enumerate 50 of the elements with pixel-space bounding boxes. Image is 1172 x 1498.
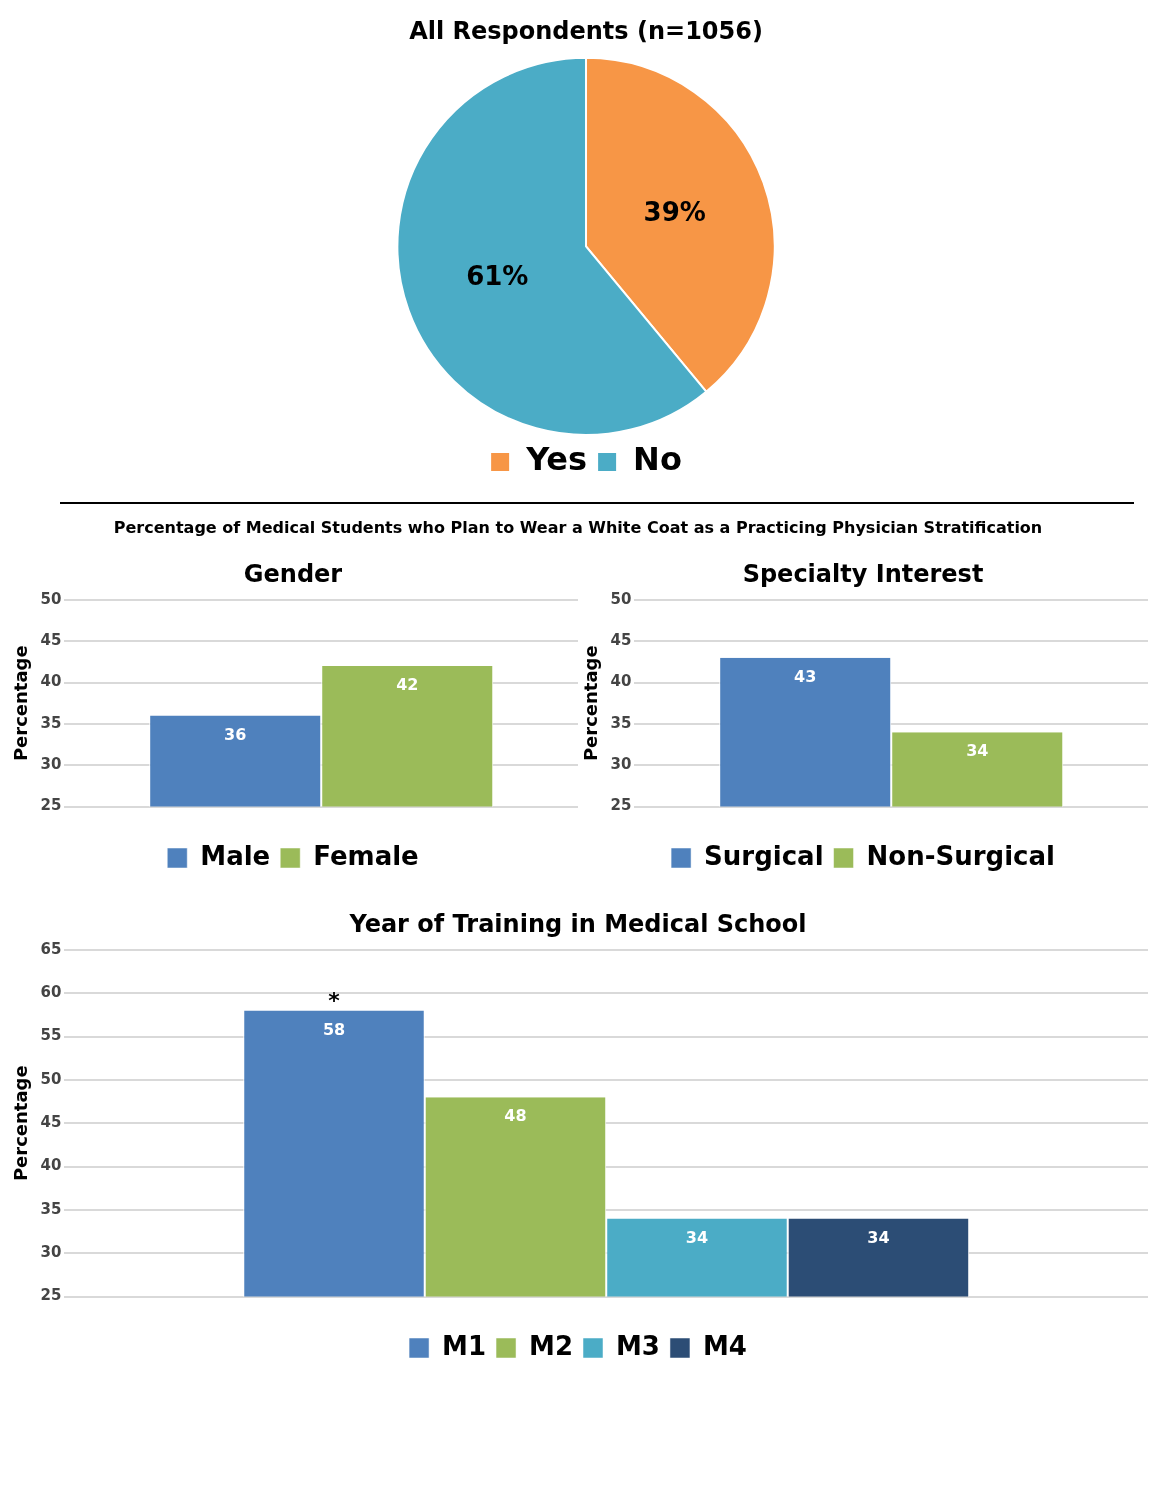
y-tick-label: 35 bbox=[610, 713, 632, 732]
legend-label: No bbox=[633, 440, 682, 479]
data-label: 39% bbox=[643, 197, 706, 228]
y-tick-label: 40 bbox=[610, 672, 632, 691]
y-axis-title: Percentage bbox=[10, 645, 32, 762]
chart-title: Gender bbox=[243, 559, 343, 588]
chart-title: All Respondents (n=1056) bbox=[409, 16, 763, 45]
y-tick-label: 45 bbox=[610, 631, 632, 650]
legend-label: M2 bbox=[529, 1330, 573, 1361]
y-tick-label: 50 bbox=[610, 589, 632, 608]
y-tick-label: 25 bbox=[610, 796, 632, 815]
y-tick-label: 30 bbox=[610, 755, 632, 774]
legend-label: Yes bbox=[525, 440, 588, 479]
y-tick-label: 60 bbox=[40, 983, 62, 1002]
legend-label: Surgical bbox=[704, 840, 824, 871]
y-axis-title: Percentage bbox=[580, 645, 602, 762]
y-tick-label: 30 bbox=[40, 755, 62, 774]
y-tick-label: 50 bbox=[40, 589, 62, 608]
legend-label: Male bbox=[200, 840, 271, 871]
legend-label: M4 bbox=[702, 1330, 747, 1361]
y-tick-label: 55 bbox=[40, 1026, 62, 1045]
data-label: 43 bbox=[794, 666, 817, 686]
chart-title: Year of Training in Medical School bbox=[348, 909, 807, 938]
y-tick-label: 35 bbox=[40, 713, 62, 732]
chart-title: Specialty Interest bbox=[742, 559, 984, 588]
chart-subtitle: Percentage of Medical Students who Plan to Wear a White Coat as a Practicing Physician Stratification bbox=[112, 518, 1044, 537]
y-tick-label: 25 bbox=[40, 1286, 62, 1305]
y-tick-label: 25 bbox=[40, 796, 62, 815]
legend-label: Female bbox=[313, 840, 419, 871]
y-tick-label: 45 bbox=[40, 631, 62, 650]
annotation: * bbox=[328, 988, 341, 1014]
legend-label: M1 bbox=[442, 1330, 487, 1361]
y-tick-label: 35 bbox=[40, 1199, 62, 1218]
y-tick-label: 30 bbox=[40, 1243, 62, 1262]
data-label: 42 bbox=[396, 675, 419, 695]
y-tick-label: 40 bbox=[40, 672, 62, 691]
legend-label: M3 bbox=[616, 1330, 660, 1361]
data-label: 34 bbox=[685, 1227, 709, 1247]
y-tick-label: 40 bbox=[40, 1156, 62, 1175]
y-tick-label: 65 bbox=[40, 939, 62, 958]
y-tick-label: 45 bbox=[40, 1113, 62, 1132]
data-label: 36 bbox=[224, 724, 247, 744]
y-tick-label: 50 bbox=[40, 1069, 62, 1088]
data-label: 58 bbox=[322, 1019, 346, 1039]
legend-label: Non-Surgical bbox=[866, 840, 1055, 871]
data-label: 34 bbox=[867, 1227, 890, 1247]
data-label: 48 bbox=[504, 1106, 527, 1126]
y-axis-title: Percentage bbox=[10, 1065, 32, 1182]
data-label: 61% bbox=[466, 261, 529, 292]
data-label: 34 bbox=[966, 741, 989, 761]
